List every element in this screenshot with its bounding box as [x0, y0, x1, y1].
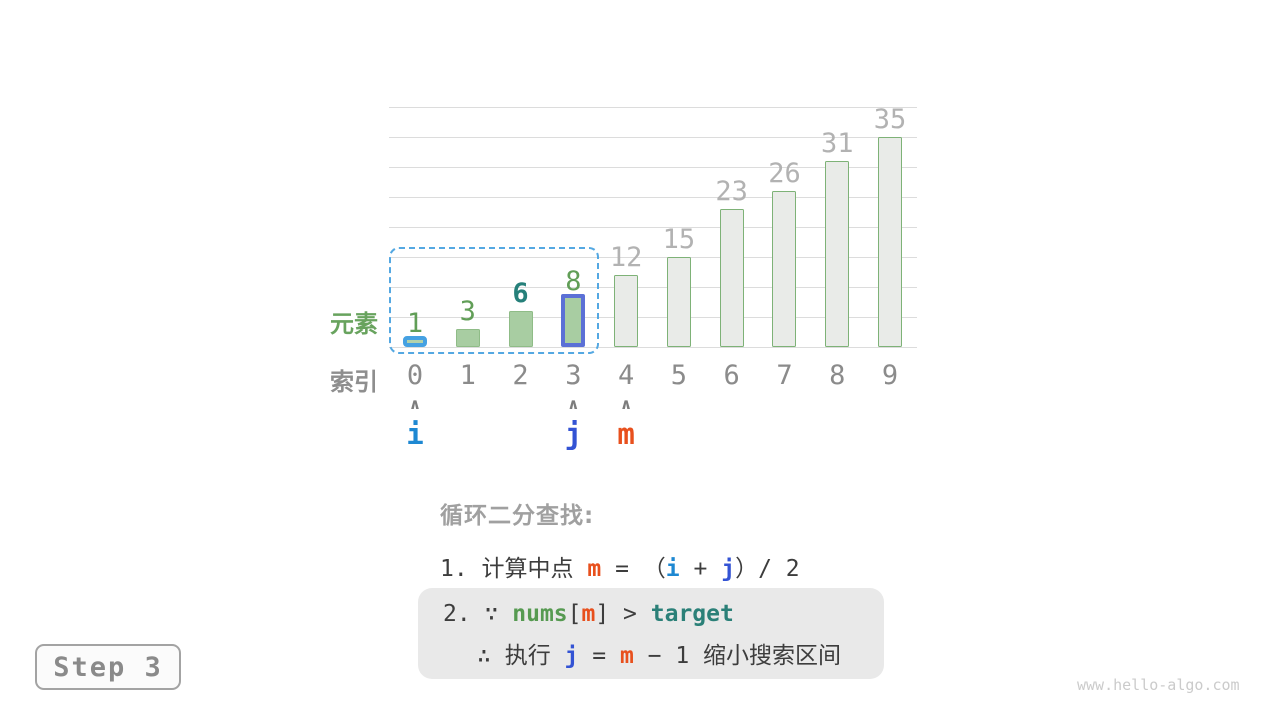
- search-range-box: [389, 247, 599, 354]
- bar-index-2: [508, 311, 533, 347]
- bar-value-label-1: 3: [459, 296, 476, 327]
- gridline: [389, 257, 917, 259]
- index-tick-7: 7: [776, 360, 793, 391]
- step1-seg-4: i: [665, 556, 680, 582]
- step1-seg-0: 1. 计算中点: [440, 556, 588, 582]
- gridline: [389, 317, 917, 319]
- bar-index-5: [666, 257, 691, 347]
- step2a-seg-1: nums: [512, 601, 568, 627]
- step-2-action: ∴ 执行 j = m − 1 缩小搜索区间: [477, 636, 841, 670]
- step2b-seg-1: j: [564, 643, 579, 669]
- gridline: [389, 107, 917, 109]
- bar-index-8: [825, 161, 850, 347]
- bar-value-label-0: 1: [406, 308, 424, 339]
- bar-index-4: [614, 275, 639, 347]
- gridline: [389, 287, 917, 289]
- step-1-formula: 1. 计算中点 m = （i + j）/ 2: [440, 549, 800, 583]
- step2a-seg-5: target: [650, 601, 734, 627]
- bar-value-label-6: 23: [715, 176, 748, 207]
- bar-index-3: [561, 294, 586, 347]
- step1-seg-6: j: [721, 556, 736, 582]
- step2b-seg-3: m: [619, 643, 634, 669]
- pointer-arrow-j: ∧: [567, 395, 580, 413]
- step1-seg-1: m: [587, 556, 602, 582]
- gridline: [389, 167, 917, 169]
- bar-value-label-8: 31: [820, 128, 854, 159]
- step2a-seg-2: [: [567, 601, 582, 627]
- step-2-condition: 2. ∵ nums[m] > target: [443, 601, 734, 627]
- pointer-label-m: m: [617, 417, 635, 451]
- step2b-seg-0: ∴ 执行: [477, 643, 565, 669]
- step1-seg-2: =: [601, 556, 643, 582]
- pointer-arrow-m: ∧: [620, 395, 633, 413]
- bar-value-label-7: 26: [768, 158, 801, 189]
- watermark-url: www.hello-algo.com: [1077, 676, 1240, 694]
- index-tick-5: 5: [670, 360, 688, 391]
- x-axis-baseline: [389, 347, 917, 349]
- step2a-seg-0: 2. ∵: [443, 601, 513, 627]
- y-axis-label: 元素: [330, 310, 378, 338]
- bar-index-7: [772, 191, 797, 347]
- bar-value-label-5: 15: [662, 224, 696, 255]
- x-axis-label: 索引: [330, 368, 378, 396]
- pointer-label-j: j: [564, 417, 583, 451]
- index-tick-8: 8: [829, 360, 846, 391]
- bar-value-label-3: 8: [565, 266, 582, 297]
- bar-value-label-9: 35: [873, 104, 907, 135]
- step2a-seg-4: ] >: [595, 601, 651, 627]
- bar-index-0: [403, 336, 427, 347]
- loop-title: 循环二分查找:: [440, 503, 595, 529]
- step-badge-label: Step 3: [53, 651, 163, 683]
- step1-seg-7: ）/ 2: [735, 556, 800, 582]
- index-tick-1: 1: [459, 360, 476, 391]
- step1-seg-3: （: [642, 556, 666, 582]
- bar-value-label-2: 6: [512, 278, 529, 309]
- gridline: [389, 227, 917, 229]
- step1-seg-5: +: [679, 556, 722, 582]
- step2b-seg-2: =: [578, 643, 620, 669]
- bar-index-6: [719, 209, 744, 347]
- gridline: [389, 137, 917, 139]
- step-badge: Step 3: [35, 644, 181, 690]
- index-tick-6: 6: [723, 360, 740, 391]
- step2b-seg-4: − 1 缩小搜索区间: [633, 643, 842, 669]
- index-tick-4: 4: [617, 360, 635, 391]
- step2a-seg-3: m: [581, 601, 596, 627]
- index-tick-3: 3: [565, 360, 582, 391]
- index-tick-0: 0: [406, 360, 424, 391]
- pointer-arrow-i: ∧: [408, 395, 422, 413]
- bar-value-label-4: 12: [609, 242, 643, 273]
- index-tick-2: 2: [512, 360, 529, 391]
- pointer-label-i: i: [406, 417, 424, 451]
- step-2-box: 2. ∵ nums[m] > target ∴ 执行 j = m − 1 缩小搜…: [418, 588, 884, 679]
- index-tick-9: 9: [881, 360, 899, 391]
- bar-index-9: [878, 137, 903, 347]
- gridline: [389, 197, 917, 199]
- bar-index-1: [455, 329, 480, 347]
